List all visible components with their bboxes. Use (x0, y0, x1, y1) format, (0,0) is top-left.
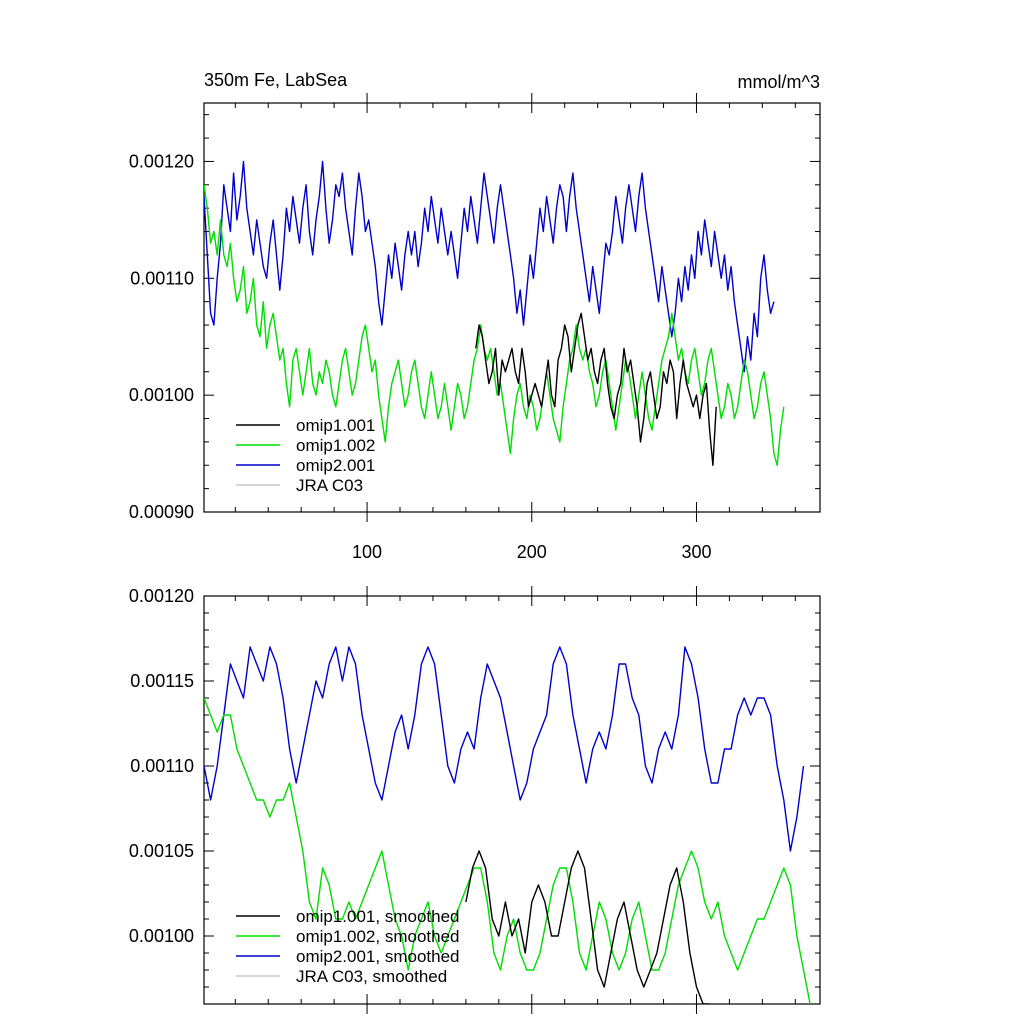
legend-label: JRA C03 (296, 476, 363, 495)
legend-label: omip2.001, smoothed (296, 947, 460, 966)
top-panel-units: mmol/m^3 (738, 72, 820, 92)
legend-label: omip1.002 (296, 436, 375, 455)
series-line-omip1-002 (204, 184, 785, 466)
y-tick-label: 0.00110 (130, 268, 194, 288)
legend-label: omip2.001 (296, 456, 375, 475)
x-tick-label: 200 (517, 542, 547, 562)
legend-label: omip1.001 (296, 416, 375, 435)
y-tick-label: 0.00115 (130, 671, 194, 691)
y-tick-label: 0.00105 (129, 841, 194, 861)
legend-label: omip1.002, smoothed (296, 927, 460, 946)
series-line-omip1-002-smoothed (204, 697, 811, 1004)
x-tick-label: 100 (352, 542, 382, 562)
x-tick-label: 300 (681, 542, 711, 562)
top-panel: 350m Fe, LabSea mmol/m^3 0.00090 0.00100 0… (129, 70, 821, 562)
series-line-omip1-001-smoothed (465, 850, 710, 1004)
series-line-omip2-001 (204, 160, 775, 373)
series-line-omip1-001 (475, 312, 717, 466)
series-line-omip2-001-smoothed (204, 646, 805, 852)
legend-label: JRA C03, smoothed (296, 967, 447, 986)
y-tick-label: 0.00120 (129, 151, 194, 171)
top-panel-title: 350m Fe, LabSea (204, 70, 348, 90)
y-tick-label: 0.00100 (129, 385, 194, 405)
legend-label: omip1.001, smoothed (296, 907, 460, 926)
bottom-panel: 0.00100 0.00105 0.00110 0.00115 0.00120 omip1… (129, 586, 821, 1014)
y-tick-label: 0.00120 (129, 586, 194, 606)
y-tick-label: 0.00100 (129, 926, 194, 946)
y-tick-label: 0.00110 (130, 756, 194, 776)
y-tick-label: 0.00090 (129, 502, 194, 522)
plot-frame (203, 102, 821, 513)
